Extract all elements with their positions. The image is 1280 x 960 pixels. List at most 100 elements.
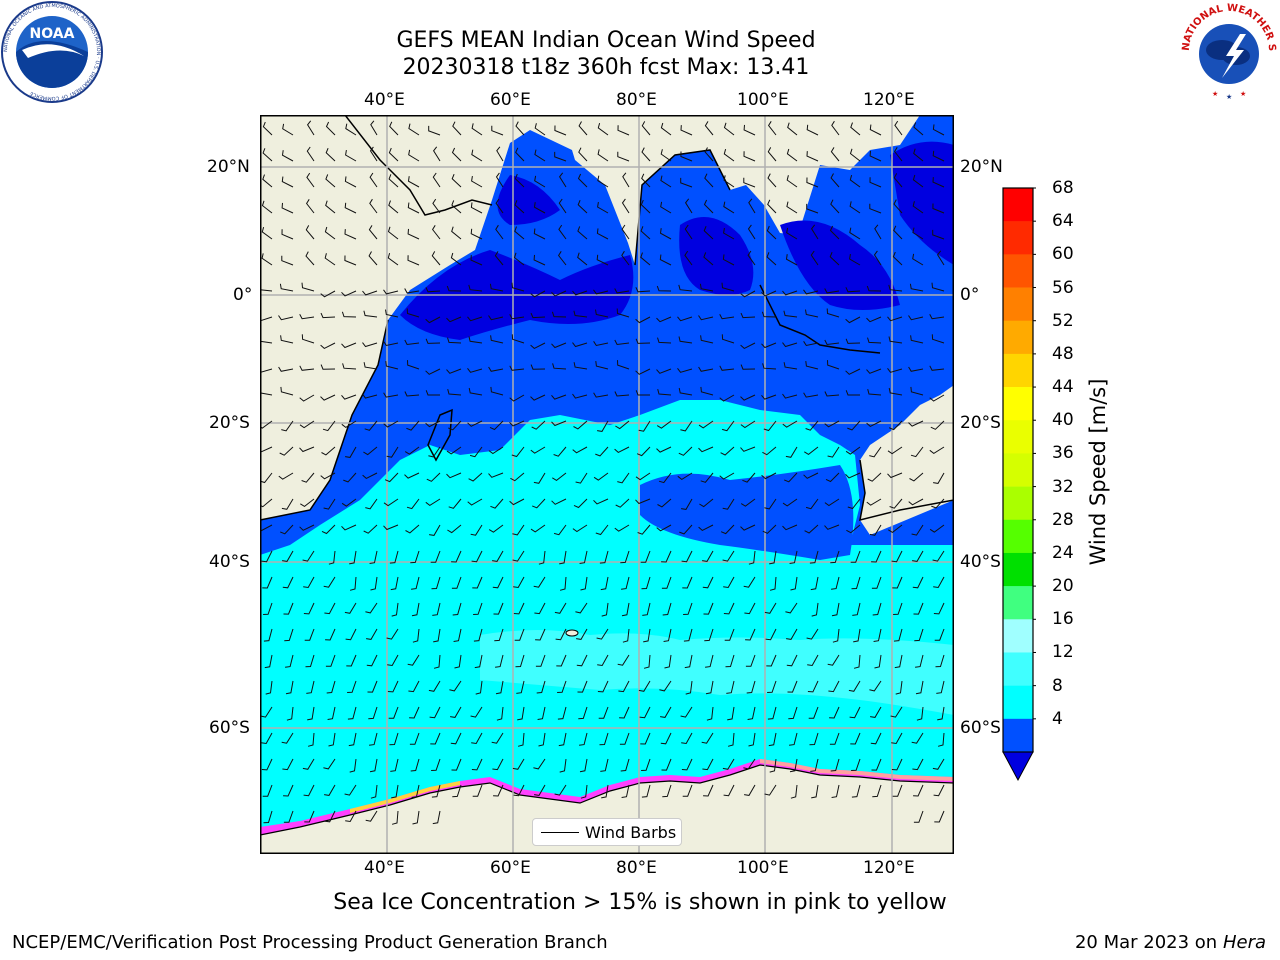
wind-barb [601, 784, 609, 799]
wind-barb [678, 336, 693, 344]
wind-barb [495, 172, 504, 188]
wind-barb [301, 472, 315, 483]
wind-barb [894, 654, 903, 669]
wind-barb [572, 290, 588, 296]
wind-barb [870, 732, 882, 745]
wind-barb [345, 810, 357, 823]
colorbar-label: Wind Speed [m/s] [1086, 378, 1110, 566]
wind-barb [932, 758, 945, 770]
svg-text:★: ★ [1226, 93, 1232, 101]
wind-barb [494, 251, 504, 266]
wind-barb [383, 392, 399, 398]
wind-barb [744, 784, 756, 796]
wind-barb [705, 680, 714, 695]
colorbar-segment [1003, 387, 1033, 421]
wind-barb [661, 576, 672, 589]
wind-barb [447, 524, 462, 534]
wind-barb [767, 121, 777, 136]
wind-barb [531, 420, 546, 430]
wind-barb [681, 550, 693, 563]
wind-barb [845, 472, 861, 479]
wind-barb [370, 784, 378, 799]
wind-barb [365, 602, 378, 614]
wind-barb [657, 337, 672, 344]
wind-barb [787, 680, 798, 693]
wind-barb [723, 784, 735, 797]
wind-barb [851, 784, 861, 798]
wind-barb [387, 252, 399, 266]
wind-barb [471, 550, 483, 563]
wind-barb [827, 360, 840, 370]
wind-barb [766, 225, 777, 240]
wind-barb [684, 250, 693, 266]
wind-barb [446, 316, 462, 323]
lat-tick-left: 60°S [209, 718, 250, 738]
wind-barb [700, 386, 714, 396]
wind-barb [387, 226, 399, 240]
wind-barb [704, 628, 714, 642]
wind-barb [722, 254, 735, 266]
wind-barb [559, 758, 567, 773]
wind-barb [683, 602, 693, 615]
wind-barb [407, 202, 420, 214]
wind-barb [323, 498, 336, 510]
wind-barb [347, 680, 357, 693]
wind-barb [934, 628, 945, 641]
wind-barb [847, 420, 861, 431]
wind-barb [509, 420, 525, 427]
wind-barb [866, 498, 882, 506]
wind-barb [446, 472, 462, 479]
wind-barb [597, 420, 609, 432]
wind-barb [365, 498, 378, 510]
wind-barb [662, 784, 672, 798]
colorbar-tick: 32 [1052, 476, 1074, 497]
wind-barb [678, 446, 693, 456]
wind-barb [530, 342, 546, 349]
wind-barb [496, 706, 504, 721]
wind-barb [305, 654, 315, 668]
wind-barb [388, 174, 399, 188]
wind-barb [829, 225, 840, 240]
wind-barb [408, 680, 420, 693]
wind-barb [431, 251, 441, 266]
wind-barb [573, 420, 588, 430]
wind-barb [657, 498, 672, 508]
wind-barb [720, 524, 735, 535]
wind-barb [551, 394, 567, 400]
wind-barb [600, 758, 609, 772]
wind-barb [910, 386, 924, 396]
wind-barb [658, 472, 672, 484]
wind-barb [534, 175, 546, 188]
wind-barb [635, 472, 651, 481]
lat-tick-right: 20°S [960, 413, 1001, 433]
wind-barb [552, 472, 567, 482]
wind-barb [656, 420, 672, 429]
wind-barb [782, 524, 798, 531]
wind-barb [677, 472, 693, 481]
wind-barb [641, 147, 651, 162]
wind-barb [533, 202, 546, 214]
wind-barb [513, 784, 525, 797]
wind-barb [536, 680, 546, 694]
colorbar-extend-arrow [1002, 751, 1034, 782]
wind-barb [929, 365, 945, 371]
wind-barb [684, 198, 693, 214]
wind-barb [847, 498, 861, 510]
wind-barb [824, 391, 840, 397]
wind-barb [929, 314, 945, 320]
wind-barb [660, 706, 672, 718]
wind-barb [827, 654, 840, 666]
wind-barb [470, 706, 483, 718]
svg-text:★: ★ [1240, 90, 1246, 98]
wind-barb [641, 784, 651, 798]
wind-barb [328, 550, 336, 565]
wind-barb [280, 335, 294, 344]
wind-barb [824, 288, 840, 294]
wind-barb [554, 125, 567, 136]
wind-barb [829, 732, 840, 745]
wind-barb [662, 602, 672, 616]
lon-tick-top: 60°E [490, 90, 531, 110]
wind-barb [532, 498, 546, 509]
wind-barb [383, 289, 399, 295]
lon-tick-top: 100°E [737, 90, 789, 110]
